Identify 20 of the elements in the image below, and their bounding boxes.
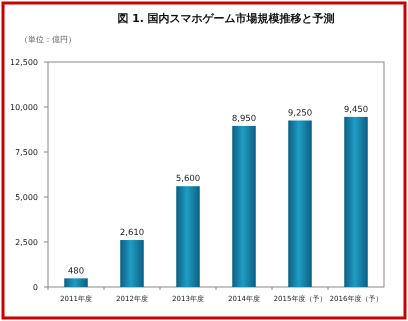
y-tick-label: 10,000 [10,103,38,112]
bar [344,116,368,287]
bar [288,120,312,287]
y-axis-title: （単位：億円） [20,35,76,44]
bar [64,278,88,287]
bar [176,186,200,287]
data-label: 5,600 [176,174,200,184]
data-label: 480 [68,266,84,276]
chart-title: 図 1. 国内スマホゲーム市場規模推移と予測 [117,12,335,25]
y-tick-label: 0 [32,283,38,292]
y-tick-label: 12,500 [10,58,38,67]
y-tick-label: 7,500 [15,148,38,157]
y-tick-label: 2,500 [15,238,38,247]
bar [120,240,144,287]
data-label: 9,450 [344,104,368,115]
y-tick-label: 5,000 [15,193,38,202]
data-label: 9,250 [288,108,312,118]
data-label: 2,610 [120,228,144,238]
bar [232,126,256,287]
data-label: 8,950 [232,114,256,124]
